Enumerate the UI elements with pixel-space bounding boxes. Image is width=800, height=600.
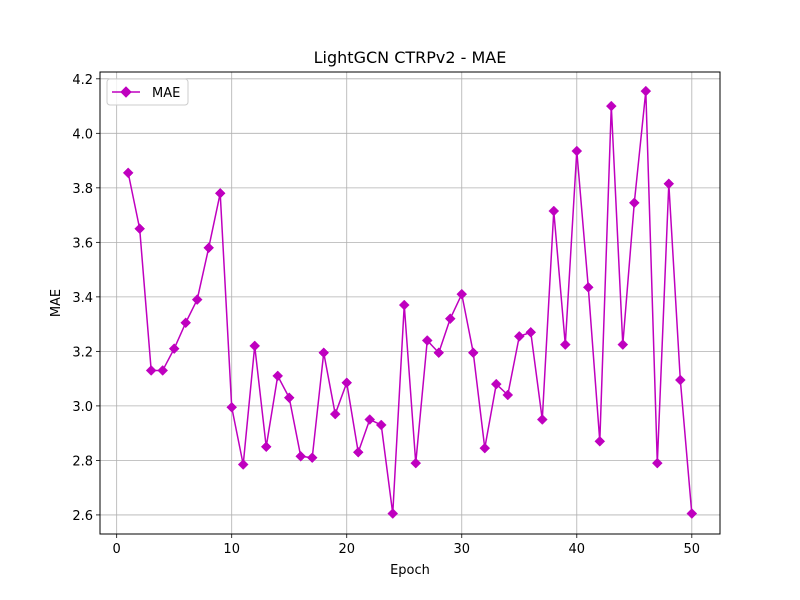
data-point: [249, 340, 261, 352]
data-point: [536, 414, 548, 425]
x-tick-label: 0: [113, 542, 121, 557]
data-point: [559, 339, 571, 350]
data-point: [605, 100, 617, 112]
data-point: [444, 313, 456, 325]
data-point: [352, 446, 364, 458]
data-point: [617, 339, 629, 350]
legend-box: [106, 78, 189, 106]
y-tick-label: 3.2: [72, 345, 93, 360]
y-tick-label: 4.0: [72, 127, 93, 142]
data-point: [674, 374, 686, 386]
data-point: [226, 401, 238, 413]
data-point: [306, 452, 318, 464]
data-point: [686, 508, 698, 519]
x-tick-label: 10: [223, 542, 240, 557]
data-point: [456, 288, 468, 300]
data-point: [594, 435, 606, 447]
data-point: [582, 281, 594, 293]
legend: MAE: [106, 78, 189, 106]
y-tick-label: 3.6: [72, 236, 93, 251]
data-point: [134, 223, 146, 235]
data-point: [387, 508, 399, 519]
data-point: [548, 205, 560, 217]
data-point: [467, 347, 479, 359]
data-point: [122, 167, 134, 179]
data-point: [479, 442, 491, 454]
data-point: [628, 197, 640, 209]
x-tick-label: 20: [338, 542, 355, 557]
series-line-mae: [127, 90, 693, 515]
data-point: [237, 459, 249, 470]
x-tick-label: 50: [684, 542, 701, 557]
grid-layer: [100, 72, 720, 534]
legend-marker: [120, 86, 132, 98]
data-point: [168, 343, 180, 355]
data-point: [318, 347, 330, 359]
data-point: [272, 370, 284, 382]
data-point: [398, 299, 410, 311]
data-point: [502, 389, 514, 401]
data-point: [663, 178, 675, 190]
data-point: [364, 414, 376, 425]
series-layer: [122, 85, 698, 519]
data-point: [490, 378, 502, 390]
x-axis-label: Epoch: [390, 563, 430, 578]
data-point: [525, 326, 537, 338]
chart-title: LightGCN CTRPv2 - MAE: [314, 48, 507, 67]
y-tick-label: 2.6: [72, 509, 93, 524]
data-point: [180, 317, 192, 329]
data-point: [145, 365, 157, 376]
data-point: [260, 441, 272, 453]
data-point: [640, 85, 652, 97]
plot-frame: [99, 71, 721, 535]
ticks-layer: 0 10 20 30 40 50 2.6 2.8 3.0 3.2 3.4 3.6 3.8 4.0 4.2: [72, 73, 700, 557]
y-tick-label: 3.0: [72, 400, 93, 415]
data-point: [157, 365, 169, 376]
y-tick-label: 3.4: [72, 291, 93, 306]
y-tick-label: 3.8: [72, 182, 93, 197]
data-point: [571, 145, 583, 157]
data-point: [283, 392, 295, 404]
data-point: [214, 187, 226, 199]
legend-label-mae: MAE: [152, 86, 180, 101]
data-point: [421, 335, 433, 346]
data-point: [191, 294, 203, 305]
data-point: [433, 347, 445, 359]
data-point: [329, 408, 341, 420]
x-tick-label: 40: [569, 542, 586, 557]
data-point: [513, 331, 525, 342]
data-point: [341, 377, 353, 389]
y-tick-label: 4.2: [72, 73, 93, 88]
data-point: [203, 242, 215, 254]
y-tick-label: 2.8: [72, 454, 93, 469]
data-point: [410, 457, 422, 469]
y-axis-label: MAE: [49, 289, 64, 317]
x-tick-label: 30: [453, 542, 470, 557]
data-point: [651, 457, 663, 469]
data-point: [295, 450, 307, 462]
data-point: [375, 419, 387, 431]
